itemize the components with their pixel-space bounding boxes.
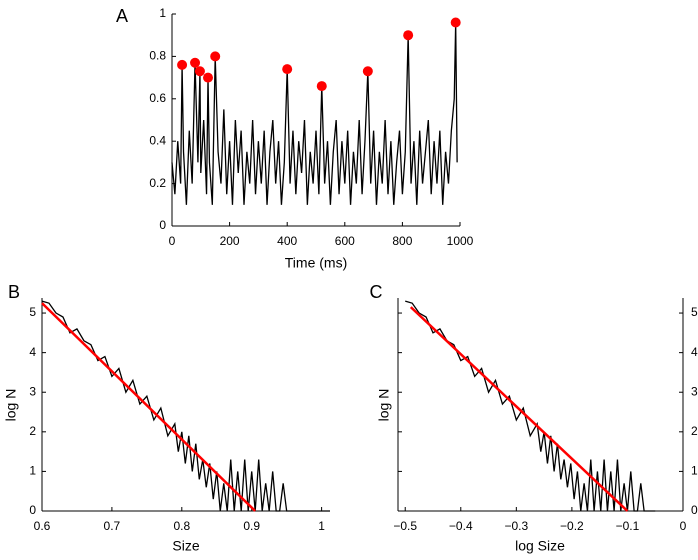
y-tick-label: 0.8: [149, 49, 166, 63]
x-tick-label: 200: [220, 234, 240, 248]
x-axis-label: log Size: [515, 538, 565, 554]
x-tick-label: −0.4: [449, 519, 473, 533]
x-axis-label: Size: [172, 538, 199, 554]
y-axis-label: log N: [3, 389, 19, 422]
x-tick-label: 600: [335, 234, 355, 248]
peak-marker: [282, 64, 293, 75]
peak-marker: [210, 51, 221, 62]
peak-marker: [177, 59, 188, 70]
fit-line: [409, 306, 629, 512]
peak-marker: [190, 57, 201, 68]
x-tick-label: −0.1: [616, 519, 640, 533]
x-tick-label: 800: [392, 234, 412, 248]
y-tick-label: 4: [691, 345, 698, 359]
y-tick-label: 1: [159, 6, 166, 20]
data-line: [171, 22, 458, 205]
y-tick-label: 0: [691, 503, 698, 517]
x-tick-label: 0.6: [34, 519, 51, 533]
x-tick-label: 1: [318, 519, 325, 533]
peak-marker: [450, 17, 461, 28]
y-tick-label: 1: [691, 464, 698, 478]
y-tick-label: 0.4: [149, 133, 166, 147]
y-tick-label: 5: [691, 305, 698, 319]
y-tick-label: 1: [29, 464, 36, 478]
data-line: [405, 300, 656, 512]
y-tick-label: 3: [29, 384, 36, 398]
y-tick-label: 3: [691, 384, 698, 398]
x-tick-label: 0.7: [104, 519, 121, 533]
peak-marker: [403, 30, 414, 41]
y-tick-label: 0.2: [149, 176, 166, 190]
y-tick-label: 0: [159, 218, 166, 232]
y-tick-label: 0.6: [149, 91, 166, 105]
fit-line: [41, 302, 257, 512]
x-tick-label: 0: [680, 519, 687, 533]
x-tick-label: 1000: [447, 234, 474, 248]
panel-label: A: [116, 6, 128, 26]
peak-marker: [316, 81, 327, 92]
x-tick-label: 0.9: [243, 519, 260, 533]
x-tick-label: 400: [277, 234, 297, 248]
x-tick-label: 0: [169, 234, 176, 248]
y-tick-label: 5: [29, 305, 36, 319]
x-axis-label: Time (ms): [285, 255, 347, 271]
y-tick-label: 4: [29, 345, 36, 359]
peak-marker: [203, 72, 213, 83]
peak-marker: [194, 66, 205, 77]
x-tick-label: −0.5: [393, 519, 417, 533]
x-tick-label: −0.3: [504, 519, 528, 533]
y-axis-label: log N: [376, 389, 392, 422]
x-tick-label: −0.2: [560, 519, 584, 533]
y-tick-label: 0: [29, 503, 36, 517]
y-tick-label: 2: [691, 424, 698, 438]
x-tick-label: 0.8: [173, 519, 190, 533]
peak-marker: [362, 66, 373, 77]
data-line: [41, 300, 330, 512]
panel-label: C: [370, 282, 383, 302]
y-tick-label: 2: [29, 424, 36, 438]
panel-label: B: [8, 282, 20, 302]
